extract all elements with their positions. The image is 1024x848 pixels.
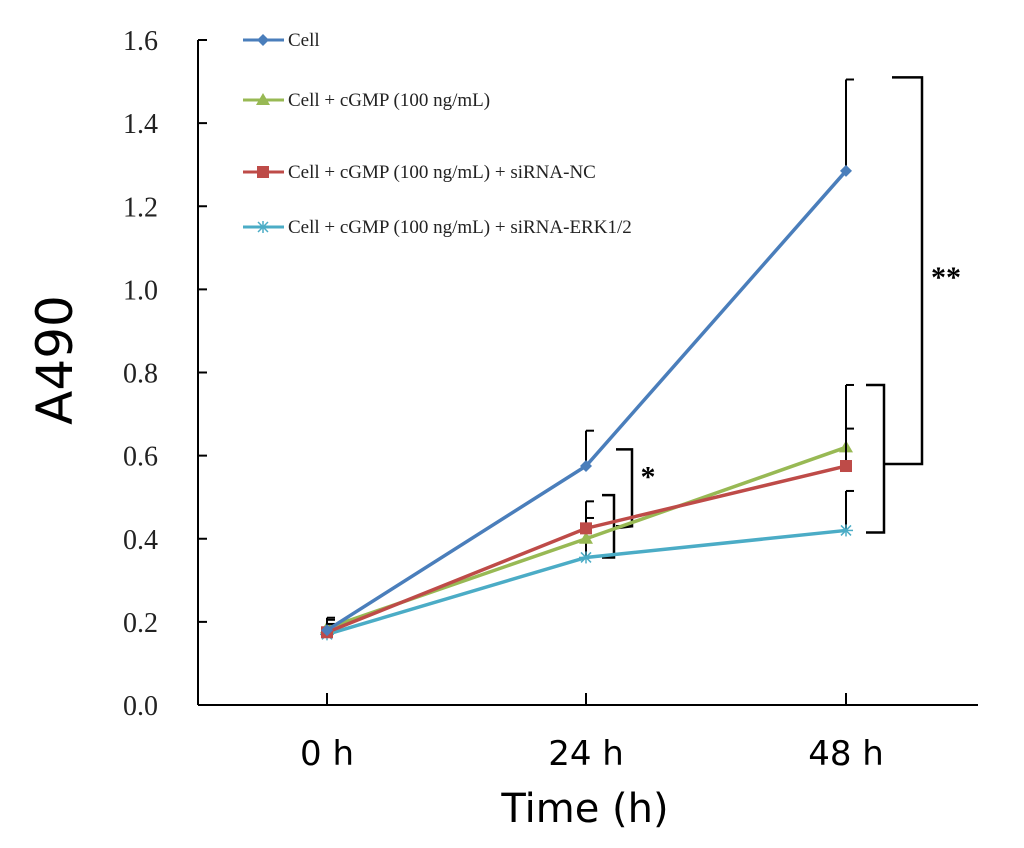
series-group: [320, 78, 854, 641]
data-point: [840, 164, 852, 177]
y-tick-label: 1.0: [123, 275, 158, 306]
y-tick-label: 1.4: [123, 109, 158, 140]
data-point: [321, 624, 333, 637]
y-axis-label: A490: [26, 295, 84, 425]
legend-item: Cell: [243, 30, 320, 51]
legend-item: Cell + cGMP (100 ng/mL) + siRNA-ERK1/2: [243, 217, 632, 238]
legend-marker: [257, 166, 269, 178]
bracket-upper-24h: [616, 448, 634, 528]
legend-label: Cell: [288, 30, 320, 51]
data-point: [839, 524, 853, 537]
legend-marker: [257, 34, 269, 46]
y-tick-label: 0.4: [123, 525, 158, 556]
y-tick-label: 0.0: [123, 691, 158, 722]
legend-item: Cell + cGMP (100 ng/mL): [243, 90, 490, 111]
legend-marker: [256, 221, 270, 233]
axes: [197, 40, 978, 706]
significance-brackets: ***: [602, 76, 961, 559]
bracket-inner-48h: [866, 383, 886, 534]
y-tick-label: 0.8: [123, 359, 158, 390]
y-tick-label: 0.6: [123, 442, 158, 473]
x-tick-label: 0 h: [300, 734, 354, 774]
data-point: [579, 531, 593, 544]
series-0: [321, 78, 854, 637]
significance-label: *: [641, 460, 656, 493]
x-axis-label: Time (h): [500, 786, 668, 832]
x-tick-label: 24 h: [548, 734, 624, 774]
y-tick-label: 0.2: [123, 608, 158, 639]
y-tick-label: 1.6: [123, 26, 158, 57]
ticks: 0.0 0.2 0.4 0.6 0.8 1.0 1.2 1.4 1.6 0 h 24 h 48 h: [123, 26, 884, 774]
y-tick-label: 1.2: [123, 192, 158, 223]
bracket-outer-48h: [884, 76, 924, 466]
data-point: [580, 522, 592, 535]
legend-label: Cell + cGMP (100 ng/mL): [288, 90, 490, 111]
legend-label: Cell + cGMP (100 ng/mL) + siRNA-ERK1/2: [288, 217, 632, 238]
x-tick-label: 48 h: [808, 734, 884, 774]
series-2: [321, 427, 854, 639]
data-point: [579, 551, 593, 564]
legend-item: Cell + cGMP (100 ng/mL) + siRNA-NC: [243, 162, 596, 183]
data-point: [840, 460, 852, 473]
legend-label: Cell + cGMP (100 ng/mL) + siRNA-NC: [288, 162, 596, 183]
legend-marker: [256, 93, 270, 105]
significance-label: **: [931, 261, 961, 294]
bracket-lower-24h: [602, 493, 616, 559]
legend: Cell Cell + cGMP (100 ng/mL) Cell + cGMP (…: [243, 30, 632, 238]
data-point: [580, 460, 592, 473]
